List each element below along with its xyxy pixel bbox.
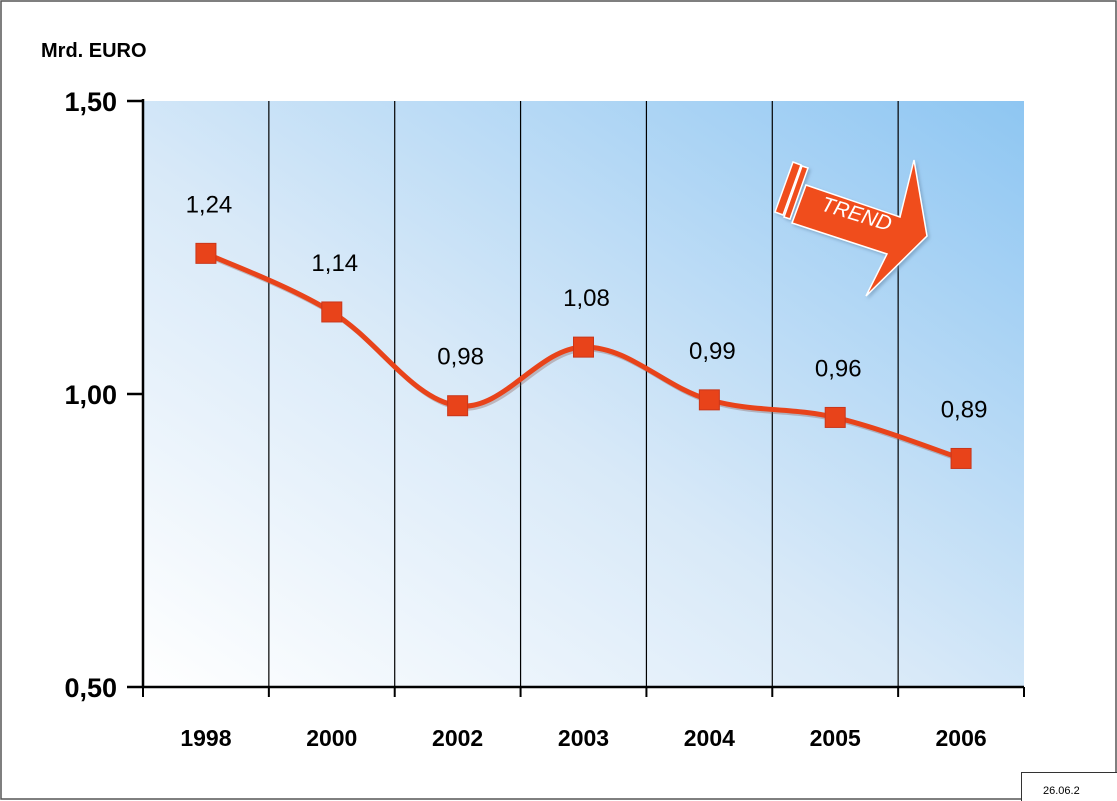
x-tick-label: 2003 <box>558 725 609 751</box>
date-box: 26.06.2 <box>1021 772 1117 801</box>
data-point-marker <box>698 389 720 411</box>
plot-background <box>143 101 1024 687</box>
data-label: 0,99 <box>689 338 736 365</box>
y-tick-label: 1,00 <box>64 380 117 410</box>
y-tick-label: 1,50 <box>64 87 117 117</box>
data-point-marker <box>195 242 217 264</box>
x-tick-label: 2002 <box>432 725 483 751</box>
data-point-marker <box>573 336 594 358</box>
x-tick-label: 2005 <box>810 725 861 751</box>
data-label: 0,89 <box>941 396 988 423</box>
x-axis-labels: 1998 2000 2002 2003 2004 2005 2006 <box>180 725 986 751</box>
trend-arrow-shape <box>791 159 928 297</box>
data-point-marker <box>950 447 972 469</box>
data-point-marker <box>321 301 343 323</box>
grid-lines <box>268 101 899 687</box>
x-tick-label: 2000 <box>306 725 357 751</box>
data-markers <box>195 242 972 469</box>
date-text: 26.06.2 <box>1043 785 1080 797</box>
y-axis-ticks: 0,50 1,00 1,50 <box>64 87 143 703</box>
data-label: 1,14 <box>311 250 358 277</box>
trend-arrow-stripe <box>774 161 802 216</box>
y-tick-label: 0,50 <box>64 673 117 703</box>
data-label: 1,08 <box>563 285 610 312</box>
y-axis-unit-label: Mrd. EURO <box>41 40 147 62</box>
data-point-marker <box>824 406 846 428</box>
data-point-marker <box>447 395 469 417</box>
data-labels: 1,24 1,14 0,98 1,08 0,99 0,96 0,89 <box>186 191 988 423</box>
x-tick-label: 2006 <box>935 725 986 751</box>
trend-arrow-stripe <box>783 165 809 220</box>
data-label: 0,98 <box>437 344 484 371</box>
data-label: 1,24 <box>186 191 233 218</box>
data-label: 0,96 <box>815 355 862 382</box>
x-tick-label: 1998 <box>180 725 231 751</box>
x-tick-label: 2004 <box>684 725 735 751</box>
